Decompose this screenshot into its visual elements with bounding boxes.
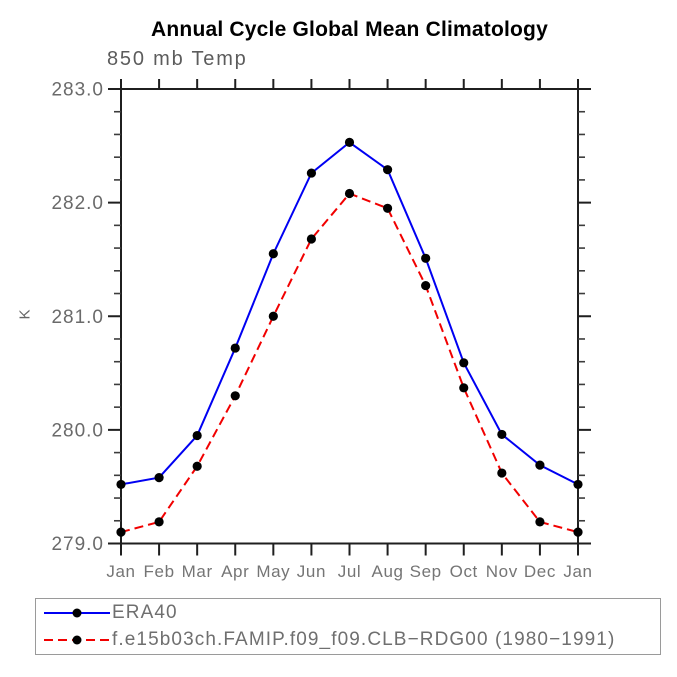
- legend-row-model: f.e15b03ch.FAMIP.f09_f09.CLB−RDG00 (1980…: [44, 628, 660, 652]
- x-tick-label: Dec: [524, 562, 556, 581]
- model-dashed-line-swatch-icon: [44, 635, 110, 645]
- x-tick-label: Mar: [182, 562, 213, 581]
- data-point: [230, 343, 240, 353]
- data-point: [154, 472, 164, 483]
- x-tick-label: May: [256, 562, 290, 581]
- era40-line-swatch-icon: [44, 608, 110, 618]
- y-tick-label: 280.0: [51, 420, 104, 441]
- chart-subtitle: 850 mb Temp: [107, 48, 248, 70]
- data-point: [382, 203, 393, 213]
- data-point: [116, 527, 126, 537]
- x-tick-label: Jan: [106, 562, 135, 581]
- legend-label-model: f.e15b03ch.FAMIP.f09_f09.CLB−RDG00 (1980…: [112, 628, 616, 650]
- data-point: [421, 280, 431, 291]
- data-point: [421, 253, 431, 263]
- data-point: [230, 391, 240, 401]
- x-tick-label: Jan: [563, 562, 592, 581]
- legend-box: ERA40 f.e15b03ch.FAMIP.f09_f09.CLB−RDG00…: [35, 598, 661, 655]
- data-point: [268, 249, 278, 259]
- series-line-1: [120, 192, 579, 534]
- data-point: [573, 479, 583, 490]
- data-point: [459, 358, 469, 368]
- data-point: [535, 460, 545, 470]
- data-point: [382, 165, 393, 175]
- data-point: [154, 517, 164, 527]
- data-point: [573, 527, 583, 537]
- data-point: [116, 479, 126, 490]
- x-tick-label: Jun: [297, 562, 326, 581]
- data-point: [535, 517, 545, 527]
- data-point: [306, 234, 317, 244]
- legend-row-era40: ERA40: [44, 601, 660, 625]
- data-point: [192, 461, 202, 471]
- y-tick-label: 281.0: [51, 307, 104, 328]
- chart-title: Annual Cycle Global Mean Climatology: [151, 18, 548, 41]
- data-point: [344, 137, 355, 148]
- x-tick-label: Nov: [486, 562, 518, 581]
- data-point: [306, 168, 317, 178]
- legend-label-era40: ERA40: [112, 602, 178, 624]
- x-tick-label: Aug: [372, 562, 404, 581]
- y-tick-label: 282.0: [51, 193, 104, 214]
- x-tick-label: Jul: [338, 562, 362, 581]
- x-tick-label: Oct: [450, 562, 478, 581]
- x-tick-label: Apr: [221, 562, 249, 581]
- data-point: [497, 429, 507, 440]
- data-point: [497, 468, 507, 478]
- data-point: [459, 383, 469, 393]
- x-tick-label: Sep: [410, 562, 442, 581]
- data-point: [344, 188, 355, 199]
- x-tick-label: Feb: [144, 562, 175, 581]
- y-tick-label: 279.0: [51, 534, 104, 555]
- data-point: [192, 430, 202, 441]
- data-point: [268, 311, 278, 321]
- y-tick-label: 283.0: [51, 80, 104, 101]
- chart-plot: 279.0 280.0 281.0 282.0 283.0 Jan Feb Mar Apr May…: [51, 79, 592, 581]
